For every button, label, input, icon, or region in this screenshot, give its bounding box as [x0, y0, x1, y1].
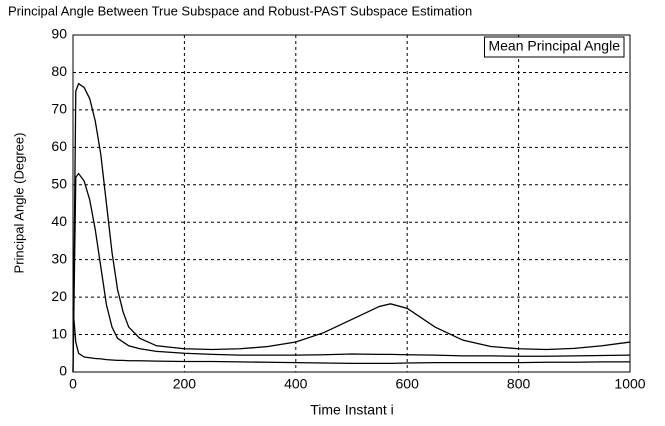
- chart-title: Principal Angle Between True Subspace an…: [8, 3, 472, 18]
- y-tick-label: 40: [51, 213, 67, 229]
- x-axis-label: Time Instant i: [310, 402, 394, 418]
- x-tick-label: 0: [69, 376, 77, 392]
- data-line: [72, 82, 631, 373]
- y-tick-label: 0: [59, 363, 67, 379]
- legend-label: Mean Principal Angle: [488, 38, 620, 54]
- plot-frame: [72, 34, 631, 373]
- y-tick-label: 30: [51, 250, 67, 266]
- y-axis-label: Principal Angle (Degree): [11, 133, 26, 274]
- x-tick-label: 400: [284, 376, 308, 392]
- x-tick-label: 1000: [614, 376, 645, 392]
- y-tick-label: 10: [51, 325, 67, 341]
- y-tick-label: 70: [51, 101, 67, 117]
- legend-box: [483, 36, 625, 58]
- data-line: [72, 308, 630, 365]
- y-tick-label: 60: [51, 138, 67, 154]
- y-tick-label: 20: [51, 288, 67, 304]
- x-tick-label: 600: [396, 376, 420, 392]
- data-line: [72, 172, 631, 373]
- x-tick-label: 800: [507, 376, 531, 392]
- x-tick-label: 200: [173, 376, 197, 392]
- y-tick-label: 90: [51, 26, 67, 42]
- y-tick-label: 80: [51, 63, 67, 79]
- y-tick-label: 50: [51, 175, 67, 191]
